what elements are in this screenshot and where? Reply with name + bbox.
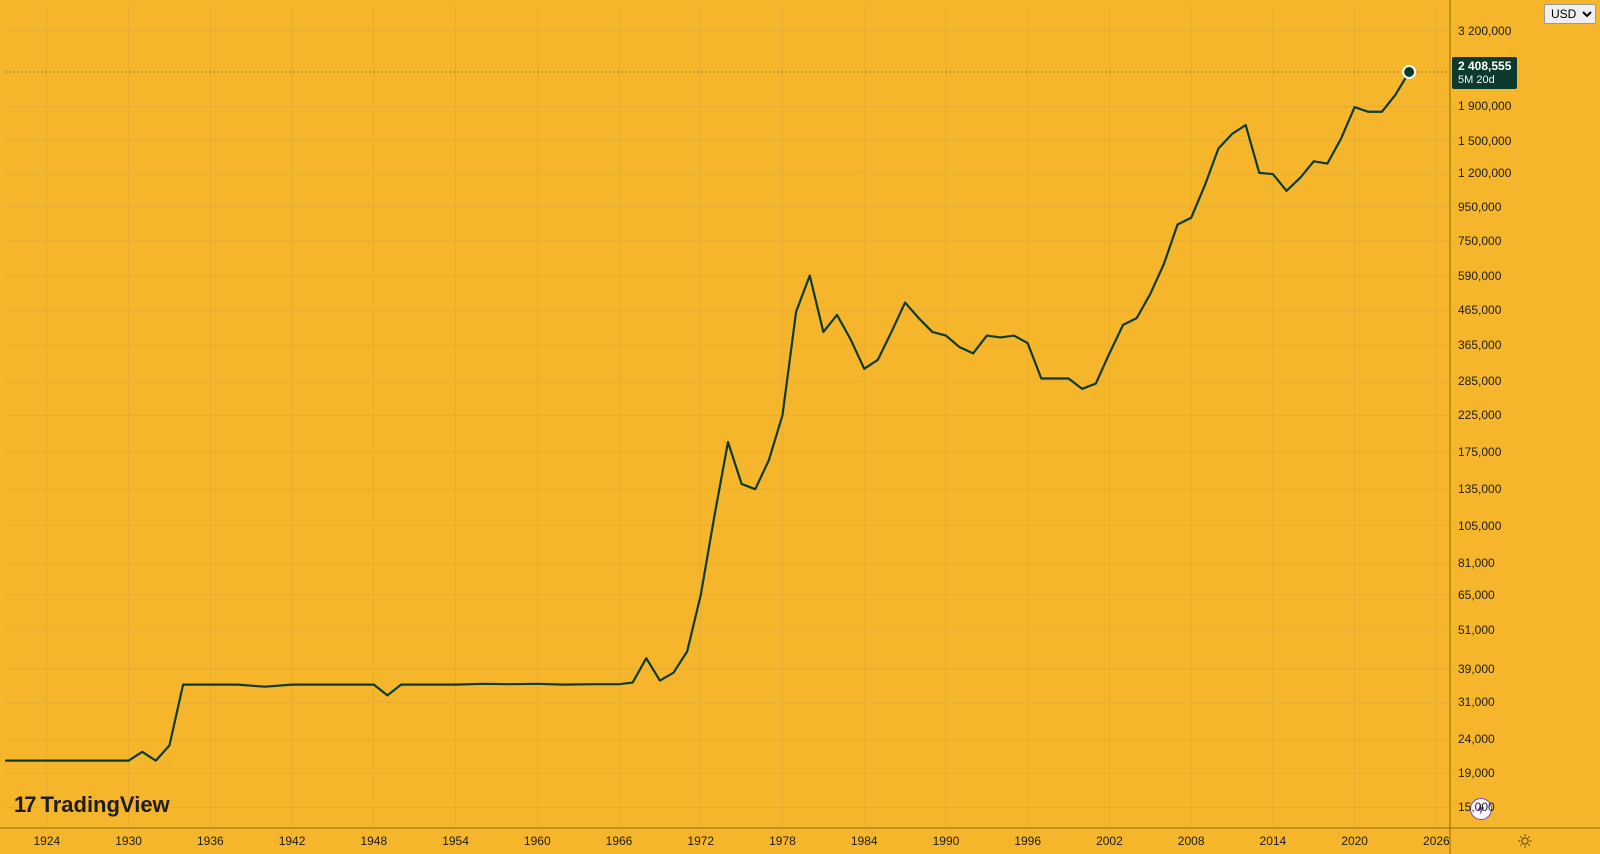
- y-axis-tick-label: 1 900,000: [1458, 99, 1511, 113]
- x-axis-tick-label: 1942: [279, 834, 306, 848]
- y-axis-tick-label: 81,000: [1458, 556, 1495, 570]
- x-axis-tick-label: 1966: [606, 834, 633, 848]
- y-axis-tick-label: 39,000: [1458, 662, 1495, 676]
- x-axis-tick-label: 1978: [769, 834, 796, 848]
- y-axis-tick-label: 950,000: [1458, 200, 1501, 214]
- x-axis-tick-label: 1960: [524, 834, 551, 848]
- y-axis-tick-label: 1 200,000: [1458, 166, 1511, 180]
- x-axis-tick-label: 2014: [1260, 834, 1287, 848]
- x-axis-tick-label: 1996: [1014, 834, 1041, 848]
- y-axis-tick-label: 465,000: [1458, 303, 1501, 317]
- y-axis-tick-label: 105,000: [1458, 519, 1501, 533]
- last-point-marker: [1404, 67, 1414, 77]
- countdown-label: 5M 20d: [1458, 73, 1495, 87]
- y-axis-tick-label: 135,000: [1458, 482, 1501, 496]
- currency-select[interactable]: USD: [1544, 4, 1596, 24]
- y-axis-tick-label: 3 200,000: [1458, 24, 1511, 38]
- axis-settings-button[interactable]: [1516, 832, 1534, 850]
- y-axis-tick-label: 31,000: [1458, 695, 1495, 709]
- y-axis-tick-label: 590,000: [1458, 269, 1501, 283]
- y-axis-tick-label: 65,000: [1458, 588, 1495, 602]
- x-axis-tick-label: 1936: [197, 834, 224, 848]
- y-axis-tick-label: 225,000: [1458, 408, 1501, 422]
- x-axis-tick-label: 1972: [687, 834, 714, 848]
- x-axis-tick-label: 2008: [1178, 834, 1205, 848]
- x-axis-tick-label: 2002: [1096, 834, 1123, 848]
- y-axis-tick-label: 24,000: [1458, 732, 1495, 746]
- y-axis-tick-label: 750,000: [1458, 234, 1501, 248]
- x-axis-tick-label: 1930: [115, 834, 142, 848]
- gear-icon: [1517, 833, 1533, 849]
- x-axis-tick-label: 2020: [1341, 834, 1368, 848]
- x-axis-tick-label: 2026: [1423, 834, 1450, 848]
- y-axis-tick-label: 175,000: [1458, 445, 1501, 459]
- y-axis-tick-label: 1 500,000: [1458, 134, 1511, 148]
- x-axis-tick-label: 1990: [933, 834, 960, 848]
- chart-root: 17 TradingView USD 2 408,555 5M 20d 3 20…: [0, 0, 1600, 854]
- last-price-badge: 2 408,555 5M 20d: [1452, 57, 1517, 89]
- x-axis-tick-label: 1924: [34, 834, 61, 848]
- x-axis-tick-label: 1954: [442, 834, 469, 848]
- x-axis-tick-label: 1984: [851, 834, 878, 848]
- y-axis-tick-label: 19,000: [1458, 766, 1495, 780]
- y-axis-tick-label: 15,000: [1458, 800, 1495, 814]
- last-price-value: 2 408,555: [1458, 59, 1511, 73]
- y-axis-tick-label: 51,000: [1458, 623, 1495, 637]
- price-chart[interactable]: [0, 0, 1600, 854]
- x-axis-tick-label: 1948: [360, 834, 387, 848]
- y-axis-tick-label: 285,000: [1458, 374, 1501, 388]
- y-axis-tick-label: 365,000: [1458, 338, 1501, 352]
